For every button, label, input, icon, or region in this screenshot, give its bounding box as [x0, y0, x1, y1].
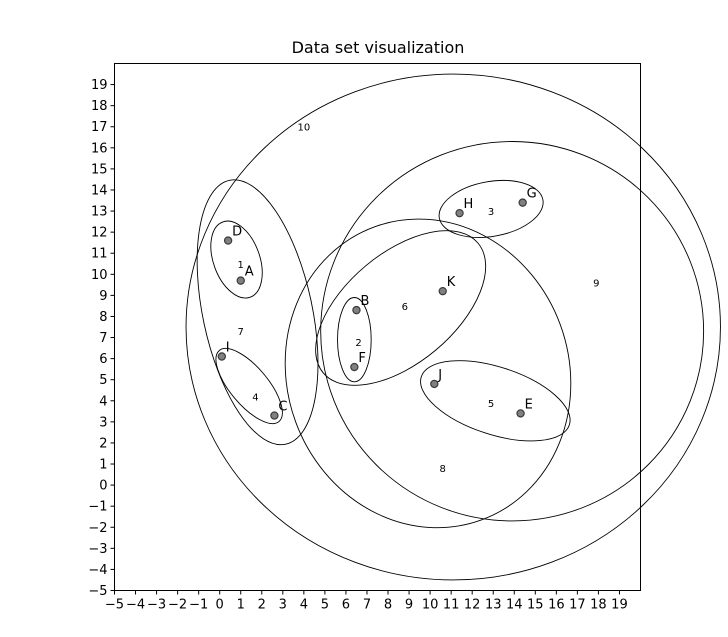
y-tick-label: −5 [88, 584, 107, 599]
cluster-label-4: 4 [252, 393, 258, 404]
x-tick-label: 7 [363, 598, 371, 613]
y-tick-label: 18 [91, 99, 108, 114]
y-tick-label: 5 [99, 373, 107, 388]
point-layer: 1 2 3 4 5 6 7 8 9 10 A B C D E F G H I J K [217, 123, 600, 475]
data-point-D [223, 236, 233, 245]
x-tick-label: 14 [506, 598, 523, 613]
x-tick-label: 10 [422, 598, 439, 613]
point-label-H: H [464, 197, 474, 212]
cluster-ellipse-10 [185, 73, 721, 581]
cluster-ellipse-7 [196, 179, 319, 446]
cluster-label-3: 3 [488, 207, 494, 218]
data-point-K [438, 286, 447, 296]
data-point-C [270, 411, 279, 420]
data-point-B [352, 305, 361, 315]
y-tick-label: 11 [91, 247, 108, 262]
tick-layer: −5 −4 −3 −2 −1 0 1 2 3 4 5 6 7 8 9 10 11 12 13 14 15 16 17 18 19… [88, 78, 627, 612]
y-tick-label: 15 [91, 162, 108, 177]
y-tick-label: −4 [88, 563, 107, 578]
x-tick-label: 12 [464, 598, 481, 613]
point-label-J: J [437, 368, 442, 383]
point-label-G: G [527, 187, 537, 202]
data-point-I [217, 352, 227, 361]
ellipse-layer [185, 73, 721, 581]
y-tick-label: 14 [91, 183, 108, 198]
data-point-H [455, 208, 464, 218]
y-tick-label: 10 [91, 268, 108, 283]
x-tick-label: 6 [342, 598, 350, 613]
point-label-A: A [245, 265, 254, 280]
x-tick-label: 17 [569, 598, 586, 613]
x-tick-label: −3 [147, 598, 166, 613]
y-tick-label: 19 [91, 78, 108, 93]
cluster-ellipse-2 [337, 297, 372, 383]
cluster-label-1: 1 [238, 260, 244, 271]
point-label-C: C [278, 400, 287, 415]
cluster-label-8: 8 [440, 464, 446, 475]
cluster-label-10: 10 [297, 123, 310, 134]
point-label-B: B [360, 294, 369, 309]
y-tick-label: 8 [99, 310, 107, 325]
y-tick-label: −3 [88, 542, 107, 557]
y-tick-label: −2 [88, 521, 107, 536]
x-tick-label: −4 [126, 598, 145, 613]
x-tick-label: 8 [384, 598, 392, 613]
data-point-E [516, 409, 525, 418]
x-tick-label: 13 [485, 598, 502, 613]
x-tick-label: −5 [105, 598, 124, 613]
cluster-label-7: 7 [238, 327, 244, 338]
y-tick-label: 1 [99, 458, 107, 473]
y-tick-label: 6 [99, 352, 107, 367]
cluster-label-9: 9 [593, 279, 599, 290]
x-tick-label: −2 [168, 598, 187, 613]
y-tick-label: 0 [99, 479, 107, 494]
x-tick-label: 1 [237, 598, 245, 613]
data-point-G [518, 198, 527, 207]
data-point-J [430, 379, 439, 389]
point-label-K: K [447, 275, 456, 290]
point-label-F: F [358, 351, 365, 366]
cluster-label-6: 6 [402, 302, 408, 313]
x-tick-label: 19 [611, 598, 628, 613]
x-tick-label: 16 [548, 598, 565, 613]
cluster-ellipse-4 [215, 348, 283, 425]
x-tick-label: 0 [216, 598, 224, 613]
x-tick-label: 3 [279, 598, 287, 613]
y-tick-label: 13 [91, 205, 108, 220]
x-tick-label: 11 [443, 598, 460, 613]
cluster-ellipse-6 [315, 230, 487, 386]
cluster-ellipse-1 [210, 220, 263, 299]
chart-title: Data set visualization [292, 38, 465, 57]
point-label-I: I [226, 341, 230, 356]
y-tick-label: −1 [88, 500, 107, 515]
data-point-A [236, 276, 245, 285]
y-tick-label: 3 [99, 415, 107, 430]
y-tick-label: 7 [99, 331, 107, 346]
point-label-E: E [525, 397, 533, 412]
x-tick-label: 5 [321, 598, 329, 613]
cluster-label-2: 2 [355, 338, 361, 349]
cluster-ellipse-5 [420, 360, 571, 442]
y-tick-label: 17 [91, 120, 108, 135]
cluster-ellipse-3 [438, 180, 544, 238]
x-tick-label: 4 [300, 598, 308, 613]
data-point-F [350, 362, 359, 372]
x-tick-label: 2 [258, 598, 266, 613]
point-label-D: D [232, 225, 242, 240]
y-tick-label: 12 [91, 226, 108, 241]
x-tick-label: −1 [189, 598, 208, 613]
x-tick-label: 18 [590, 598, 607, 613]
x-tick-label: 15 [527, 598, 544, 613]
plot-frame [114, 63, 641, 591]
x-tick-label: 9 [405, 598, 413, 613]
cluster-ellipse-8 [284, 218, 572, 529]
y-tick-label: 16 [91, 141, 108, 156]
y-tick-label: 2 [99, 436, 107, 451]
y-tick-label: 9 [99, 289, 107, 304]
cluster-ellipse-9 [320, 141, 705, 522]
cluster-label-5: 5 [488, 399, 494, 410]
y-tick-label: 4 [99, 394, 107, 409]
